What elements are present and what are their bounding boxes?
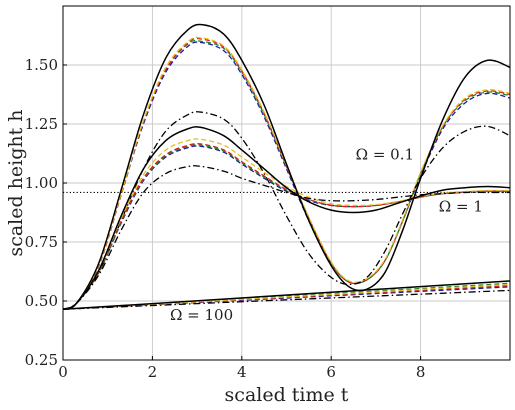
grid [62, 6, 510, 361]
series-line-1-4 [62, 142, 511, 310]
annotation-1: Ω = 1 [439, 197, 483, 215]
series-line-0-0 [62, 23, 511, 310]
y-axis-ticks: 0.25 0.50 0.75 1.00 1.25 1.50 [25, 56, 67, 369]
series-line-0-3 [62, 39, 511, 310]
series-line-0-5 [62, 36, 511, 310]
series-line-1-0 [62, 126, 511, 310]
y-tick-label-0: 0.25 [25, 351, 58, 369]
y-tick-label-3: 1.00 [25, 174, 58, 192]
annotation-0: Ω = 0.1 [356, 145, 414, 163]
series-group-2 [62, 280, 511, 311]
series-line-2-0 [62, 280, 511, 311]
series-group-0 [62, 23, 511, 310]
y-tick-label-5: 1.50 [25, 56, 58, 74]
x-tick-label-1: 2 [148, 363, 158, 381]
series-line-0-2 [62, 41, 511, 310]
x-axis-title: scaled time t [225, 384, 349, 406]
y-tick-label-4: 1.25 [25, 115, 58, 133]
x-axis-ticks: 0 2 4 6 8 [58, 356, 425, 381]
annotation-2: Ω = 100 [170, 306, 233, 324]
x-tick-label-0: 0 [58, 363, 68, 381]
y-tick-label-2: 0.75 [25, 233, 58, 251]
x-tick-label-4: 8 [416, 363, 426, 381]
series-group-1 [62, 126, 511, 310]
x-tick-label-3: 6 [326, 363, 336, 381]
y-axis-title: scaled height h [5, 109, 27, 256]
series-line-2-1 [62, 289, 511, 310]
series-layer [62, 23, 511, 311]
x-tick-label-2: 4 [237, 363, 247, 381]
series-line-0-4 [62, 37, 511, 310]
annotations: Ω = 0.1 Ω = 1 Ω = 100 [170, 145, 483, 323]
series-line-1-5 [62, 138, 511, 310]
y-tick-label-1: 0.50 [25, 292, 58, 310]
series-line-0-1 [62, 111, 511, 310]
